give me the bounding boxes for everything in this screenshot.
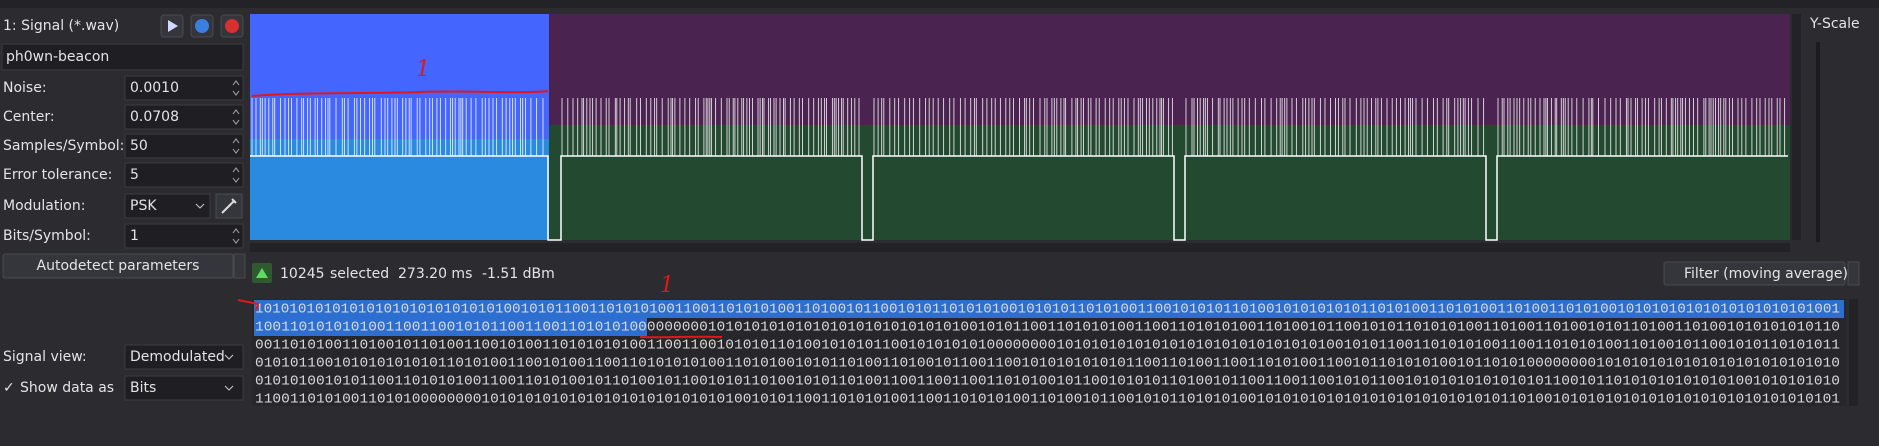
combo-arrow — [224, 385, 234, 391]
status-icon-glyph — [256, 268, 268, 278]
filter-label: Filter (moving average) — [1684, 266, 1848, 282]
param-label: Modulation: — [3, 198, 85, 214]
combo-arrow — [195, 203, 205, 209]
selection-top — [250, 14, 549, 139]
bits-line: 1100110101001101010000000010101010101010… — [255, 392, 1840, 408]
bits-line: 1001101010101001100110010101100110011010… — [255, 320, 1840, 336]
top-strip — [0, 0, 1879, 8]
param-field[interactable] — [124, 133, 244, 159]
show-data-combo[interactable] — [124, 375, 244, 401]
selection-bottom — [250, 139, 549, 240]
bits-selection — [254, 300, 1844, 318]
close-icon — [225, 19, 239, 33]
param-field[interactable] — [124, 75, 244, 101]
show-data-label: Show data as — [20, 380, 114, 396]
param-combo[interactable] — [124, 193, 211, 219]
power: -1.51 dBm — [482, 266, 555, 282]
y-scale-label: Y-Scale — [1809, 16, 1860, 32]
param-field[interactable] — [124, 104, 244, 130]
param-value: 50 — [130, 138, 148, 154]
bits-line: 1010101010101010101010101010100101011001… — [255, 302, 1840, 318]
spin-arrows — [232, 167, 240, 183]
checkbox-mark[interactable]: ✓ — [3, 380, 15, 396]
waveform-outline — [250, 155, 1788, 241]
spin-arrows — [232, 138, 240, 154]
bits-line: 0101011001010101010101101010011001010011… — [255, 356, 1840, 372]
y-scale-slider[interactable] — [1816, 42, 1820, 242]
combo-arrow — [224, 354, 234, 360]
param-value: 1 — [130, 228, 139, 244]
param-label: Center: — [3, 109, 55, 125]
duration: 273.20 ms — [398, 266, 472, 282]
signal-view-value: Demodulated — [130, 349, 225, 365]
spin-arrows — [232, 228, 240, 244]
signal-graph[interactable] — [250, 14, 1790, 241]
spin-arrows — [232, 80, 240, 96]
filter-menu[interactable] — [1847, 261, 1860, 286]
bits-line: 0101010010101100110101010011001101010010… — [255, 374, 1840, 390]
autodetect-button[interactable] — [2, 253, 234, 279]
waveform-lines — [251, 98, 1786, 156]
play-icon — [168, 20, 178, 32]
info-icon — [195, 19, 209, 33]
filter-button[interactable] — [1663, 261, 1846, 286]
param-value: PSK — [130, 198, 157, 214]
show-data-value: Bits — [130, 380, 156, 396]
annotation-stroke — [237, 299, 260, 311]
param-label: Noise: — [3, 80, 47, 96]
param-field[interactable] — [124, 162, 244, 188]
bits-selection — [254, 318, 647, 336]
signal-name: ph0wn-beacon — [6, 49, 109, 65]
autodetect-menu[interactable] — [233, 253, 246, 279]
selected-count: 10245 — [280, 266, 325, 282]
signal-view-label: Signal view: — [3, 349, 87, 365]
parameters: Noise: 0.0010 Center: 0.0708 Samples/Symbol:… — [3, 75, 244, 249]
annotation: 1 — [660, 273, 674, 298]
param-value: 0.0010 — [130, 80, 179, 96]
bits-scrollbar[interactable] — [1849, 299, 1858, 406]
selected-label: selected — [330, 266, 389, 282]
wrench-icon — [221, 198, 237, 214]
bits-lines: 1010101010101010101010101010100101011001… — [255, 302, 1840, 408]
param-value: 5 — [130, 167, 139, 183]
param-value: 0.0708 — [130, 109, 179, 125]
bits-line: 0011010100110100101101001100101001101010… — [255, 338, 1840, 354]
signal-title: 1: Signal (*.wav) — [3, 18, 119, 34]
param-label: Samples/Symbol: — [3, 138, 124, 154]
h-scrollbar[interactable] — [250, 243, 1790, 252]
param-field[interactable] — [124, 223, 244, 249]
annotation-stroke — [251, 90, 549, 97]
v-scrollbar[interactable] — [1792, 14, 1801, 240]
spin-arrows — [232, 109, 240, 125]
autodetect-label: Autodetect parameters — [37, 258, 200, 274]
annotation: 1 — [416, 57, 430, 82]
param-label: Error tolerance: — [3, 167, 112, 183]
name-field[interactable] — [1, 43, 244, 71]
signal-view-combo[interactable] — [124, 344, 244, 370]
waveform — [250, 98, 1788, 241]
param-label: Bits/Symbol: — [3, 228, 91, 244]
annotation-stroke — [639, 335, 723, 339]
